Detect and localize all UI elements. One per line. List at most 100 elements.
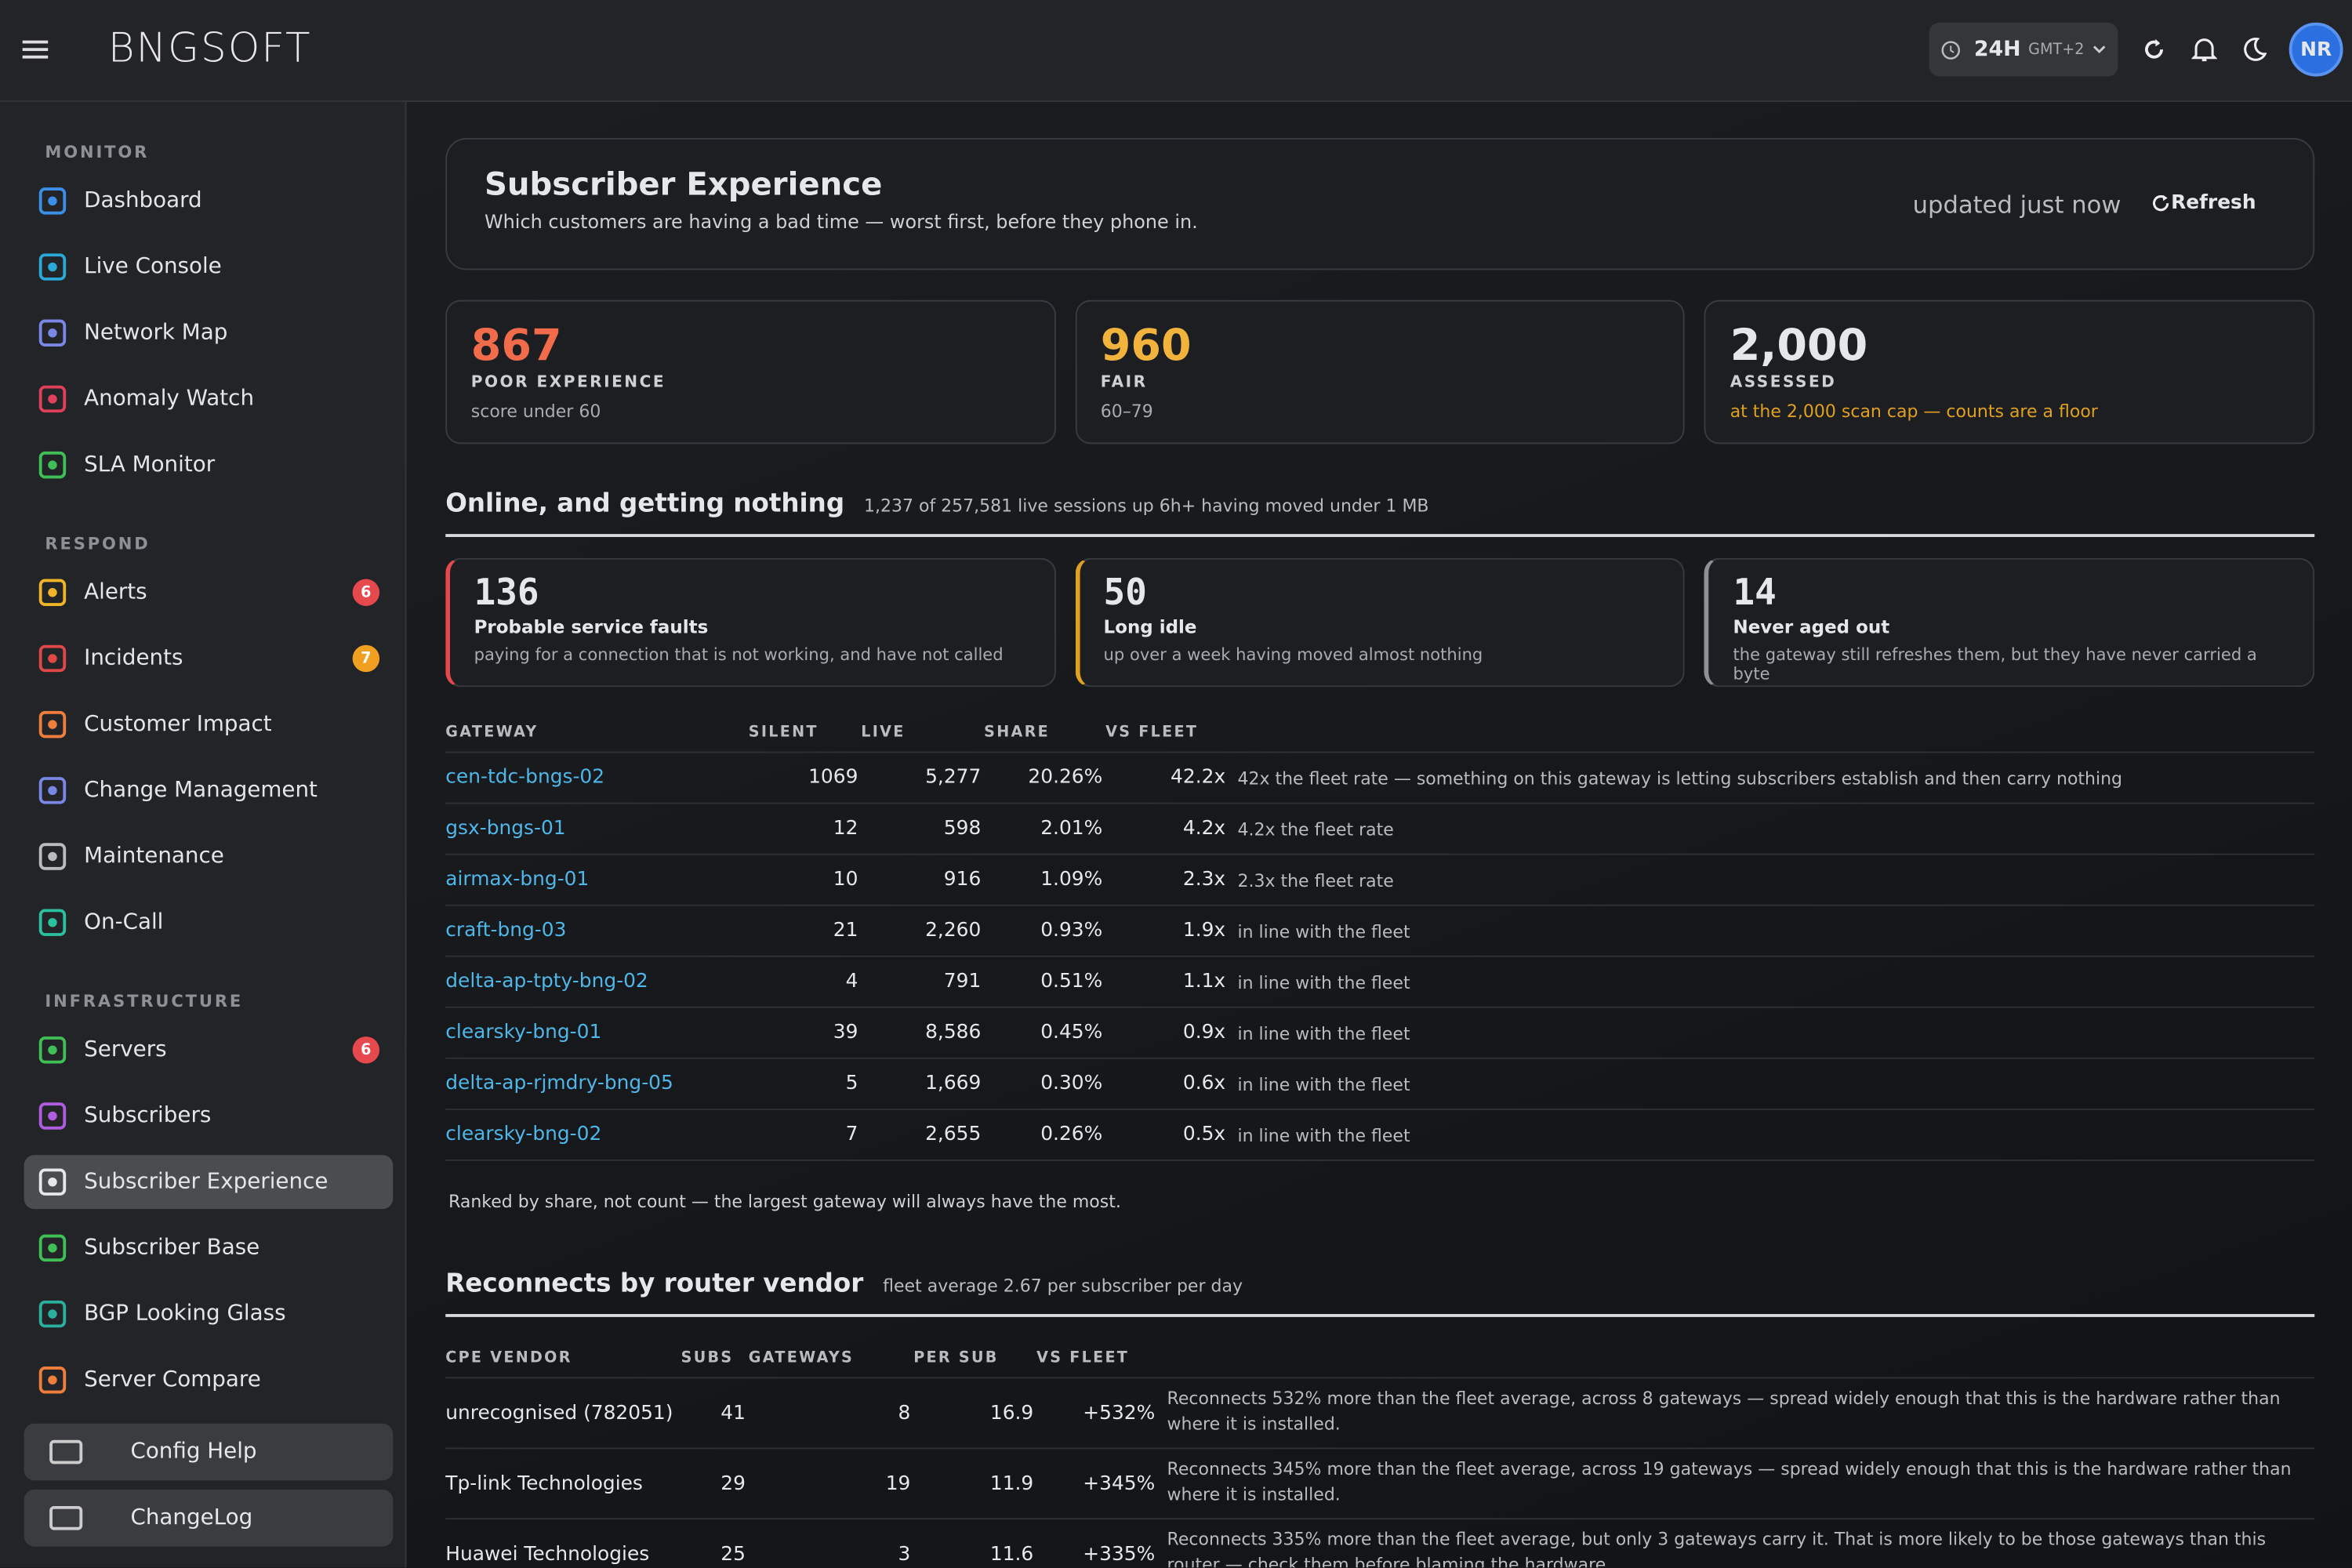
- row-name[interactable]: delta-ap-tpty-bng-02: [445, 970, 648, 993]
- row-note: 42x the fleet rate — something on this g…: [1237, 767, 2123, 789]
- cell: +345%: [1083, 1472, 1156, 1495]
- row-note: Reconnects 335% more than the fleet aver…: [1167, 1528, 2267, 1568]
- nav-icon: [38, 1168, 67, 1196]
- nav-section-title: MONITOR: [45, 142, 150, 162]
- row-name[interactable]: craft-bng-03: [445, 919, 567, 942]
- row-name[interactable]: airmax-bng-01: [445, 868, 590, 891]
- row-note: in line with the fleet: [1237, 1022, 1410, 1044]
- nav-icon: [38, 451, 67, 479]
- section-header: Reconnects by router vendor fleet average…: [445, 1269, 2315, 1317]
- brand: BNGSOFT: [107, 25, 312, 72]
- footer-icon: [49, 1505, 83, 1530]
- time-range: 24H: [1973, 37, 2021, 62]
- nav-badge: 6: [352, 1036, 380, 1064]
- nav-item[interactable]: Server Compare: [24, 1353, 394, 1407]
- refresh-button[interactable]: Refresh: [2171, 191, 2256, 215]
- stat-card: 960 FAIR 60–79: [1075, 299, 1686, 445]
- card-value: 14: [1733, 571, 1777, 614]
- cell: 41: [720, 1401, 746, 1425]
- footer-icon: [49, 1439, 83, 1465]
- cell: 19: [885, 1472, 911, 1495]
- nav-item[interactable]: Dashboard: [24, 174, 394, 228]
- nav-item[interactable]: Subscribers: [24, 1089, 394, 1143]
- gateway-table: GATEWAY SILENT LIVE SHARE VS FLEET cen-tdc-bn…: [445, 713, 2315, 1161]
- nav-icon: [38, 1367, 67, 1394]
- cell: 5,277: [925, 766, 982, 789]
- time-range-picker[interactable]: 24H GMT+2: [1929, 22, 2118, 77]
- cell: 0.6x: [1182, 1073, 1226, 1095]
- refresh-icon: [2153, 194, 2169, 212]
- row-note: in line with the fleet: [1237, 971, 1410, 993]
- card-label: Never aged out: [1733, 616, 1890, 638]
- section-header: Online, and getting nothing 1,237 of 257,…: [445, 489, 2315, 537]
- card-note: the gateway still refreshes them, but th…: [1733, 644, 2257, 684]
- cell: 11.9: [989, 1472, 1034, 1495]
- chevron: [2092, 45, 2106, 54]
- nav-label: Subscriber Base: [84, 1236, 260, 1261]
- timezone: GMT+2: [2028, 41, 2085, 58]
- footer-button[interactable]: ChangeLog: [24, 1489, 394, 1547]
- cell: 0.30%: [1040, 1073, 1103, 1095]
- nav-icon: [38, 253, 67, 281]
- cell: 29: [720, 1472, 746, 1495]
- nav-item[interactable]: Live Console: [24, 240, 394, 294]
- nav-label: On-Call: [84, 910, 164, 935]
- column-header: PER SUB: [913, 1349, 999, 1367]
- nav-item[interactable]: BGP Looking Glass: [24, 1287, 394, 1341]
- cell: 3: [898, 1542, 911, 1566]
- menu-button[interactable]: [22, 40, 49, 59]
- footnote: Ranked by share, not count — the largest…: [448, 1191, 1121, 1212]
- row-name[interactable]: clearsky-bng-02: [445, 1123, 602, 1146]
- cell: 1069: [808, 766, 858, 789]
- cell: 11.6: [989, 1542, 1034, 1566]
- sidebar: MONITOR Dashboard Live Console Network Map A…: [0, 102, 407, 1568]
- cell: 5: [845, 1073, 858, 1095]
- nav-icon: [38, 579, 67, 606]
- user-avatar[interactable]: NR: [2288, 22, 2343, 77]
- reload-button[interactable]: [2140, 36, 2167, 63]
- nav-item[interactable]: Network Map: [24, 306, 394, 360]
- row-name[interactable]: cen-tdc-bngs-02: [445, 766, 605, 789]
- nav-item[interactable]: Change Management: [24, 764, 394, 818]
- cell: 39: [833, 1021, 858, 1044]
- row-note: in line with the fleet: [1237, 920, 1410, 942]
- footer-button[interactable]: Config Help: [24, 1423, 394, 1481]
- nav-item[interactable]: Subscriber Base: [24, 1221, 394, 1275]
- cell: 8,586: [925, 1021, 982, 1044]
- cell: 0.93%: [1040, 919, 1103, 942]
- card-label: Long idle: [1103, 616, 1197, 638]
- nav-item[interactable]: On-Call: [24, 895, 394, 949]
- theme-toggle[interactable]: [2240, 36, 2267, 63]
- cell: 2,655: [925, 1123, 982, 1146]
- row-name[interactable]: gsx-bngs-01: [445, 817, 566, 840]
- table-row: clearsky-bng-02 7 2,655 0.26% 0.5x in line wi…: [445, 1110, 2315, 1161]
- nav-item[interactable]: Alerts 6: [24, 565, 394, 619]
- stat-note: at the 2,000 scan cap — counts are a flo…: [1730, 400, 2098, 422]
- nav-item[interactable]: Maintenance: [24, 829, 394, 884]
- cell: 0.5x: [1182, 1123, 1226, 1146]
- nav-item[interactable]: Subscriber Experience: [24, 1155, 394, 1210]
- cell: 0.45%: [1040, 1021, 1103, 1044]
- cell: 791: [943, 970, 982, 993]
- nav-icon: [38, 777, 67, 804]
- nav-item[interactable]: Anomaly Watch: [24, 372, 394, 426]
- row-name: Huawei Technologies: [445, 1542, 650, 1566]
- row-name[interactable]: delta-ap-rjmdry-bng-05: [445, 1073, 673, 1095]
- row-name[interactable]: clearsky-bng-01: [445, 1021, 602, 1044]
- nav-label: SLA Monitor: [84, 452, 216, 477]
- cell: 16.9: [989, 1401, 1034, 1425]
- nav-label: Dashboard: [84, 189, 202, 213]
- cell: 916: [943, 868, 982, 891]
- notifications-button[interactable]: [2191, 36, 2217, 63]
- cell: 1,669: [925, 1073, 982, 1095]
- nav-item[interactable]: Servers 6: [24, 1023, 394, 1077]
- cell: 21: [833, 919, 858, 942]
- nav-item[interactable]: SLA Monitor: [24, 438, 394, 492]
- cell: 1.9x: [1182, 919, 1226, 942]
- nav-label: BGP Looking Glass: [84, 1301, 286, 1327]
- nav-icon: [38, 187, 67, 215]
- nav-icon: [38, 1102, 67, 1130]
- nav-item[interactable]: Incidents 7: [24, 631, 394, 685]
- nav-item[interactable]: Customer Impact: [24, 698, 394, 752]
